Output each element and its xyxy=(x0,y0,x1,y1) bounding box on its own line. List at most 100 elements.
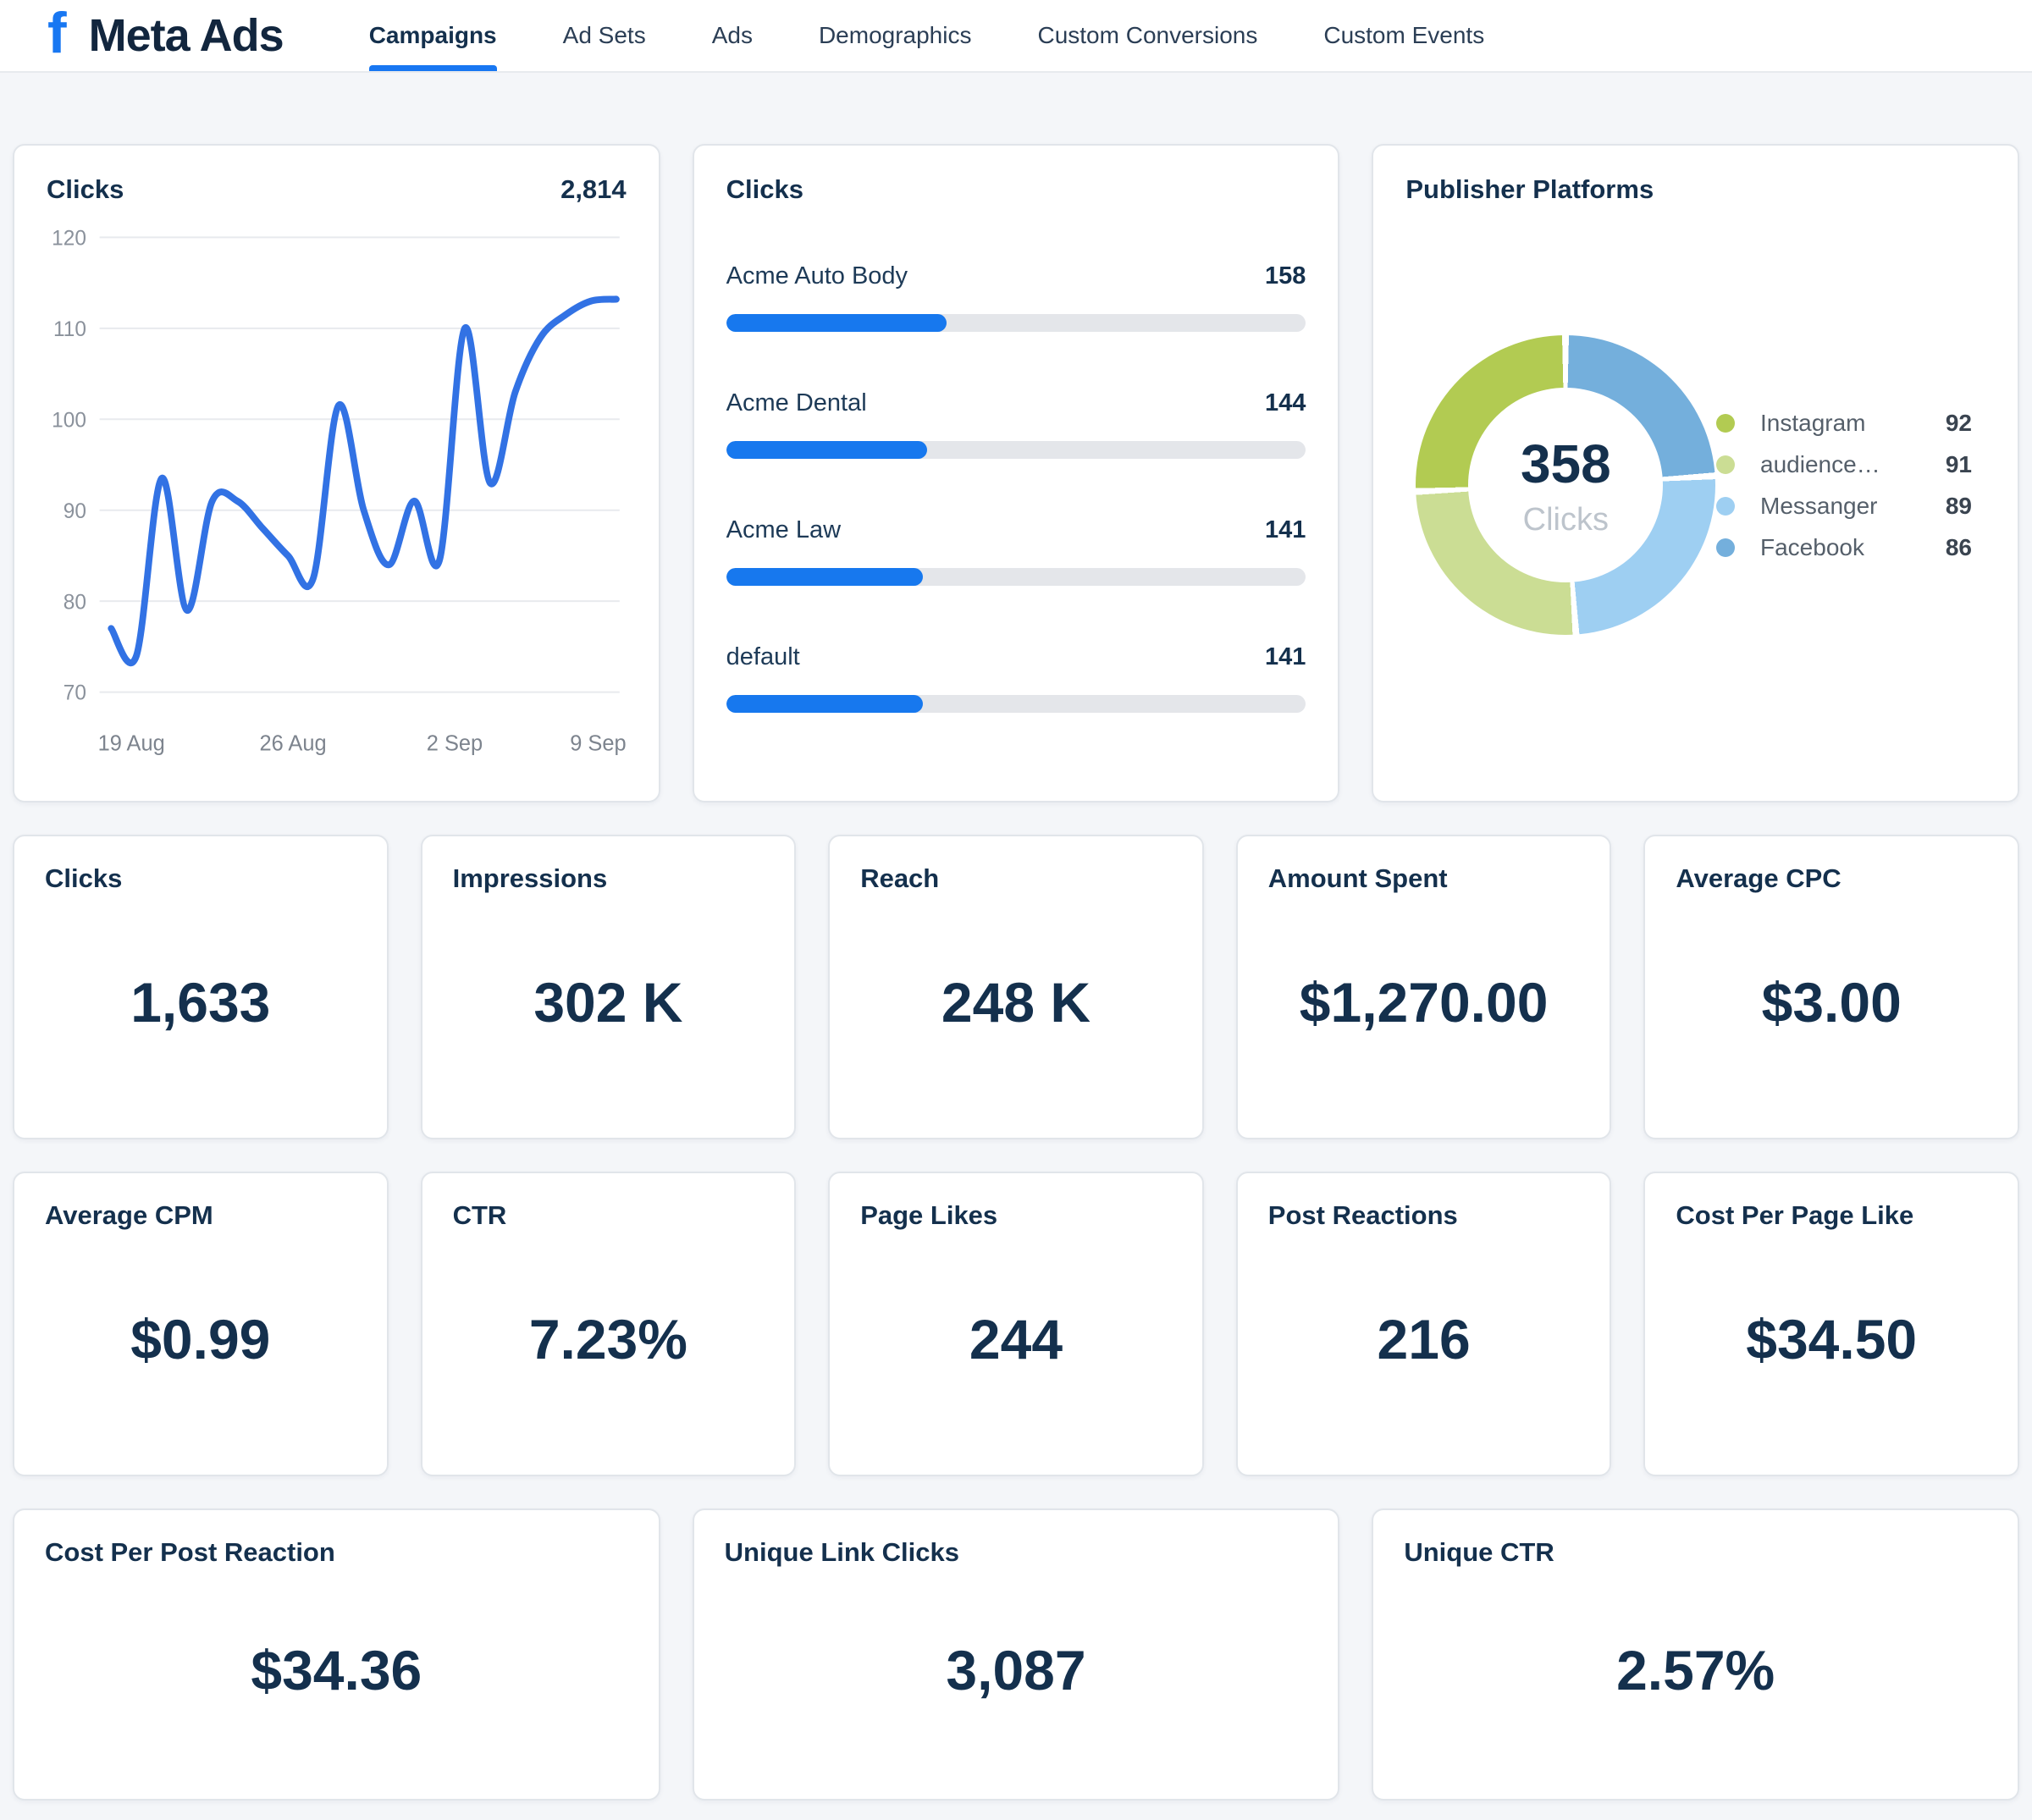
bar-fill xyxy=(726,314,947,332)
y-axis-tick: 90 xyxy=(64,499,86,522)
kpi-value: 248 K xyxy=(941,971,1091,1034)
bar-item-header: Acme Law 141 xyxy=(726,516,1306,544)
kpi-card-impressions: Impressions 302 K xyxy=(420,835,797,1139)
tab-custom-conversions[interactable]: Custom Conversions xyxy=(1037,22,1258,48)
kpi-value: 7.23% xyxy=(528,1308,687,1371)
donut-center: 358 Clicks xyxy=(1468,388,1664,582)
line-chart-header: Clicks 2,814 xyxy=(47,174,627,205)
main-nav: Campaigns Ad Sets Ads Demographics Custom Co… xyxy=(336,0,1518,71)
kpi-label: Cost Per Page Like xyxy=(1676,1200,1914,1230)
kpi-label: Impressions xyxy=(452,863,608,893)
kpi-card-cost-per-page-like: Cost Per Page Like $34.50 xyxy=(1643,1172,2019,1476)
donut-chart-title: Publisher Platforms xyxy=(1405,174,1654,204)
bar-item-header: default 141 xyxy=(726,643,1306,671)
kpi-value: $34.36 xyxy=(251,1638,422,1701)
legend-value: 91 xyxy=(1945,450,1972,477)
legend-item-instagram[interactable]: Instagram 92 xyxy=(1716,410,1972,437)
kpi-row-2: Average CPM $0.99 CTR 7.23% Page Likes 244 Pos… xyxy=(13,1172,2019,1476)
campaign-bar-list: Acme Auto Body 158 Acme Dental 144 Acme Law 1… xyxy=(726,205,1306,782)
clicks-line-chart[interactable]: 120 110 100 90 80 70 19 Aug 26 Aug 2 Sep 9 Sep xyxy=(47,212,626,782)
tab-ads[interactable]: Ads xyxy=(711,22,753,48)
y-axis-tick: 80 xyxy=(64,590,86,614)
line-chart-total: 2,814 xyxy=(560,174,627,204)
kpi-label: Post Reactions xyxy=(1267,1200,1458,1230)
kpi-value: 302 K xyxy=(533,971,683,1034)
kpi-label: Cost Per Post Reaction xyxy=(45,1537,335,1567)
kpi-label: CTR xyxy=(452,1200,507,1230)
kpi-card-average-cpm: Average CPM $0.99 xyxy=(13,1172,389,1476)
publisher-platforms-donut[interactable]: 358 Clicks xyxy=(1416,335,1716,635)
bar-item-value: 141 xyxy=(1264,643,1306,670)
kpi-value: $34.50 xyxy=(1746,1308,1918,1371)
donut-legend: Instagram 92 audience… 91 Messanger 89 Faceboo… xyxy=(1716,410,1972,561)
kpi-value: $3.00 xyxy=(1761,971,1902,1034)
app-title: Meta Ads xyxy=(88,10,284,61)
x-axis-tick: 19 Aug xyxy=(98,731,165,755)
line-chart-title: Clicks xyxy=(47,174,124,204)
legend-item-facebook[interactable]: Facebook 86 xyxy=(1716,534,1972,561)
kpi-row-3: Cost Per Post Reaction $34.36 Unique Link … xyxy=(13,1508,2019,1801)
bar-item-header: Acme Dental 144 xyxy=(726,389,1306,417)
bar-item-acme-law: Acme Law 141 xyxy=(726,516,1306,586)
kpi-label: Amount Spent xyxy=(1267,863,1448,893)
legend-label: Instagram xyxy=(1760,409,1866,436)
kpi-label: Clicks xyxy=(45,863,123,893)
kpi-card-amount-spent: Amount Spent $1,270.00 xyxy=(1235,835,1612,1139)
legend-dot-icon xyxy=(1716,496,1735,516)
donut-center-value: 358 xyxy=(1520,433,1611,494)
kpi-card-ctr: CTR 7.23% xyxy=(420,1172,797,1476)
dashboard: Clicks 2,814 120 110 100 90 80 70 19 Aug 26 Aug… xyxy=(0,73,2032,1801)
legend-label: audience… xyxy=(1760,450,1880,477)
charts-row: Clicks 2,814 120 110 100 90 80 70 19 Aug 26 Aug… xyxy=(13,144,2019,802)
tab-custom-events[interactable]: Custom Events xyxy=(1323,22,1485,48)
kpi-label: Unique CTR xyxy=(1404,1537,1554,1567)
kpi-card-unique-link-clicks: Unique Link Clicks 3,087 xyxy=(692,1508,1340,1801)
bar-item-label: default xyxy=(726,643,800,670)
legend-item-messanger[interactable]: Messanger 89 xyxy=(1716,493,1972,520)
kpi-value: 2.57% xyxy=(1616,1638,1775,1701)
clicks-line-chart-card: Clicks 2,814 120 110 100 90 80 70 19 Aug 26 Aug… xyxy=(13,144,660,802)
donut-center-label: Clicks xyxy=(1522,501,1609,538)
clicks-series-line xyxy=(108,295,620,667)
x-axis-tick: 9 Sep xyxy=(570,731,626,755)
clicks-by-campaign-card: Clicks Acme Auto Body 158 Acme Dental 144 Ac… xyxy=(692,144,1340,802)
tab-ad-sets[interactable]: Ad Sets xyxy=(562,22,646,48)
publisher-platforms-card: Publisher Platforms 358 Clicks Instagram… xyxy=(1372,144,2019,802)
x-axis-tick: 26 Aug xyxy=(260,731,327,755)
legend-label: Messanger xyxy=(1760,492,1878,519)
kpi-card-post-reactions: Post Reactions 216 xyxy=(1235,1172,1612,1476)
legend-value: 92 xyxy=(1945,409,1972,436)
tab-demographics[interactable]: Demographics xyxy=(818,22,972,48)
bar-item-label: Acme Auto Body xyxy=(726,262,908,290)
bar-item-value: 158 xyxy=(1264,262,1306,290)
active-tab-indicator xyxy=(368,65,497,71)
kpi-card-page-likes: Page Likes 244 xyxy=(828,1172,1204,1476)
legend-item-audience[interactable]: audience… 91 xyxy=(1716,451,1972,478)
kpi-value: $0.99 xyxy=(130,1308,271,1371)
facebook-logo-icon: f xyxy=(47,1,67,65)
tab-campaigns[interactable]: Campaigns xyxy=(336,0,530,71)
kpi-label: Average CPM xyxy=(45,1200,213,1230)
bar-item-acme-dental: Acme Dental 144 xyxy=(726,389,1306,459)
kpi-card-reach: Reach 248 K xyxy=(828,835,1204,1139)
y-axis-tick: 120 xyxy=(52,226,86,250)
kpi-value: 3,087 xyxy=(946,1638,1086,1701)
bar-item-header: Acme Auto Body 158 xyxy=(726,262,1306,290)
bar-item-value: 144 xyxy=(1264,389,1306,416)
y-axis-tick: 110 xyxy=(53,317,86,341)
bar-item-acme-auto-body: Acme Auto Body 158 xyxy=(726,262,1306,332)
bar-track xyxy=(726,568,1306,586)
legend-dot-icon xyxy=(1716,413,1735,433)
kpi-card-average-cpc: Average CPC $3.00 xyxy=(1643,835,2019,1139)
x-axis-tick: 2 Sep xyxy=(427,731,483,755)
kpi-value: 216 xyxy=(1377,1308,1471,1371)
bar-track xyxy=(726,314,1306,332)
legend-value: 89 xyxy=(1945,492,1972,519)
legend-dot-icon xyxy=(1716,538,1735,557)
bar-track xyxy=(726,441,1306,459)
kpi-card-cost-per-post-reaction: Cost Per Post Reaction $34.36 xyxy=(13,1508,660,1801)
donut-area: 358 Clicks Instagram 92 audience… 91 Messang… xyxy=(1405,205,1985,782)
bar-item-label: Acme Dental xyxy=(726,389,867,416)
bar-item-label: Acme Law xyxy=(726,516,842,543)
kpi-row-1: Clicks 1,633 Impressions 302 K Reach 248 K Amo… xyxy=(13,835,2019,1139)
